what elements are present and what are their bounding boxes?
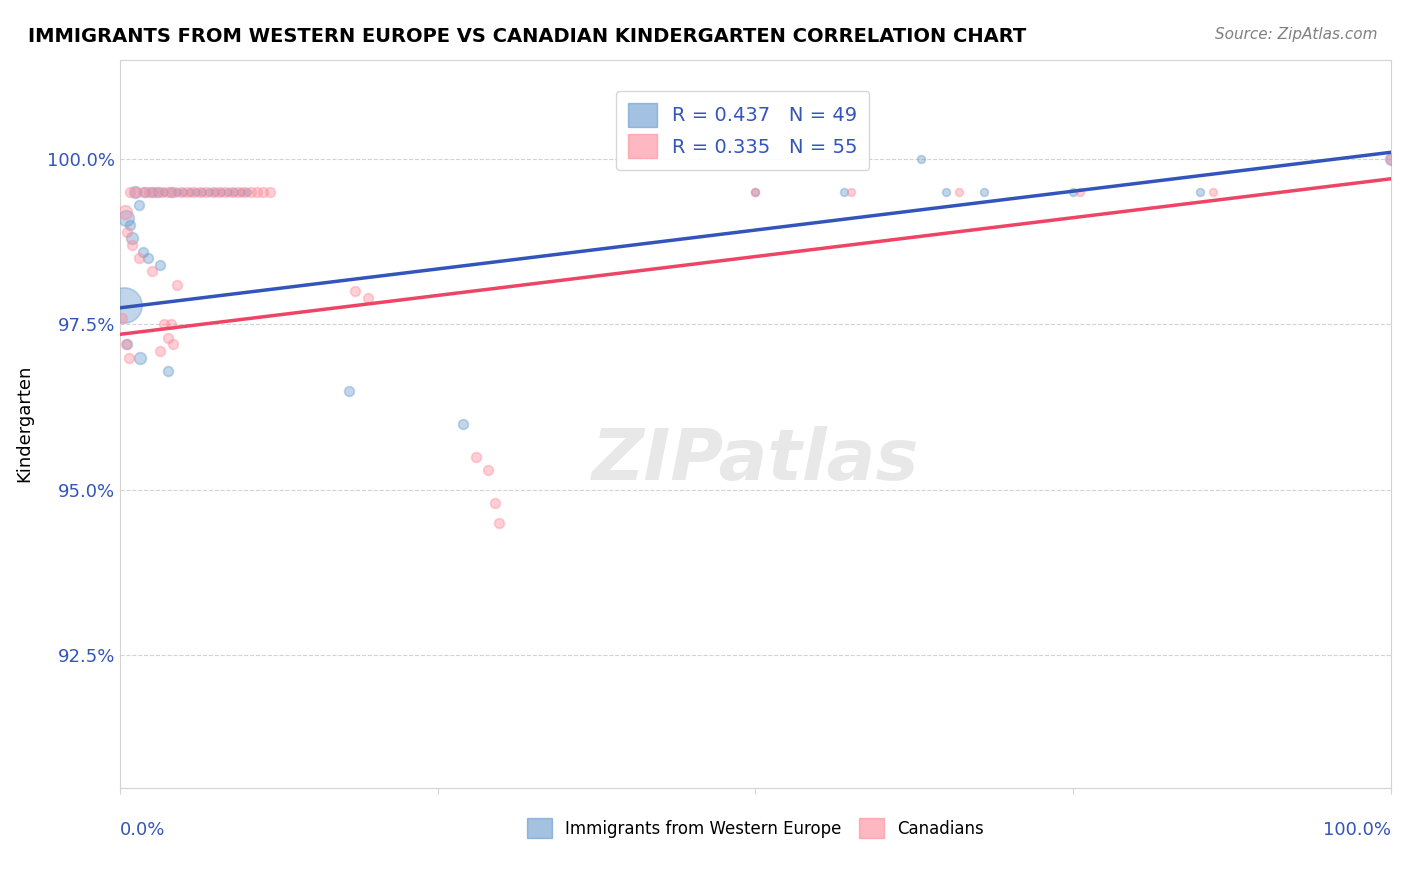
Legend: Immigrants from Western Europe, Canadians: Immigrants from Western Europe, Canadian… [520,812,990,845]
Point [1379,152,1402,166]
Point [451,417,474,431]
Point [129,351,152,365]
Point [121,238,143,252]
Point [131,185,153,199]
Point [195,185,218,199]
Point [128,251,150,265]
Point [153,318,176,332]
Point [117,351,139,365]
Point [191,185,214,199]
Point [343,285,366,299]
Point [157,331,180,345]
Point [118,185,141,199]
Point [229,185,252,199]
Point [1202,185,1225,199]
Point [162,337,184,351]
Point [224,185,246,199]
Point [166,185,188,199]
Point [153,185,176,199]
Point [163,185,186,199]
Point [141,185,163,199]
Point [150,185,173,199]
Point [935,185,957,199]
Point [115,211,138,226]
Point [141,264,163,278]
Point [221,185,243,199]
Point [259,185,281,199]
Point [217,185,239,199]
Point [136,251,159,265]
Point [149,343,172,358]
Point [157,185,180,199]
Point [134,185,156,199]
Point [184,185,207,199]
Point [477,463,499,477]
Point [1062,185,1084,199]
Point [183,185,205,199]
Point [125,185,148,199]
Point [172,185,194,199]
Point [115,337,138,351]
Y-axis label: Kindergarten: Kindergarten [15,365,32,483]
Point [236,185,259,199]
Point [176,185,198,199]
Point [214,185,236,199]
Text: 0.0%: 0.0% [120,821,165,839]
Point [143,185,166,199]
Point [910,152,932,166]
Point [464,450,486,464]
Point [337,384,360,398]
Point [117,225,139,239]
Point [159,185,181,199]
Point [146,185,169,199]
Point [121,231,143,245]
Point [201,185,224,199]
Point [124,185,146,199]
Text: 100.0%: 100.0% [1323,821,1391,839]
Point [157,364,180,378]
Point [117,337,139,351]
Text: Source: ZipAtlas.com: Source: ZipAtlas.com [1215,27,1378,42]
Point [111,310,134,325]
Point [159,318,181,332]
Point [1069,185,1091,199]
Point [138,185,160,199]
Point [839,185,862,199]
Point [973,185,995,199]
Point [356,291,378,305]
Point [114,205,136,219]
Point [208,185,231,199]
Point [118,218,141,232]
Point [211,185,233,199]
Point [226,185,249,199]
Point [112,297,135,311]
Point [484,496,506,510]
Point [246,185,269,199]
Point [204,185,226,199]
Point [744,185,766,199]
Point [233,185,256,199]
Point [948,185,970,199]
Point [166,277,188,292]
Point [179,185,201,199]
Point [149,258,172,272]
Point [239,185,262,199]
Point [834,185,856,199]
Point [197,185,219,199]
Point [128,198,150,212]
Point [1189,185,1212,199]
Point [188,185,211,199]
Point [131,244,153,259]
Point [170,185,193,199]
Point [744,185,766,199]
Point [252,185,274,199]
Text: IMMIGRANTS FROM WESTERN EUROPE VS CANADIAN KINDERGARTEN CORRELATION CHART: IMMIGRANTS FROM WESTERN EUROPE VS CANADI… [28,27,1026,45]
Text: ZIPatlas: ZIPatlas [592,425,920,495]
Point [488,516,510,530]
Point [1379,152,1402,166]
